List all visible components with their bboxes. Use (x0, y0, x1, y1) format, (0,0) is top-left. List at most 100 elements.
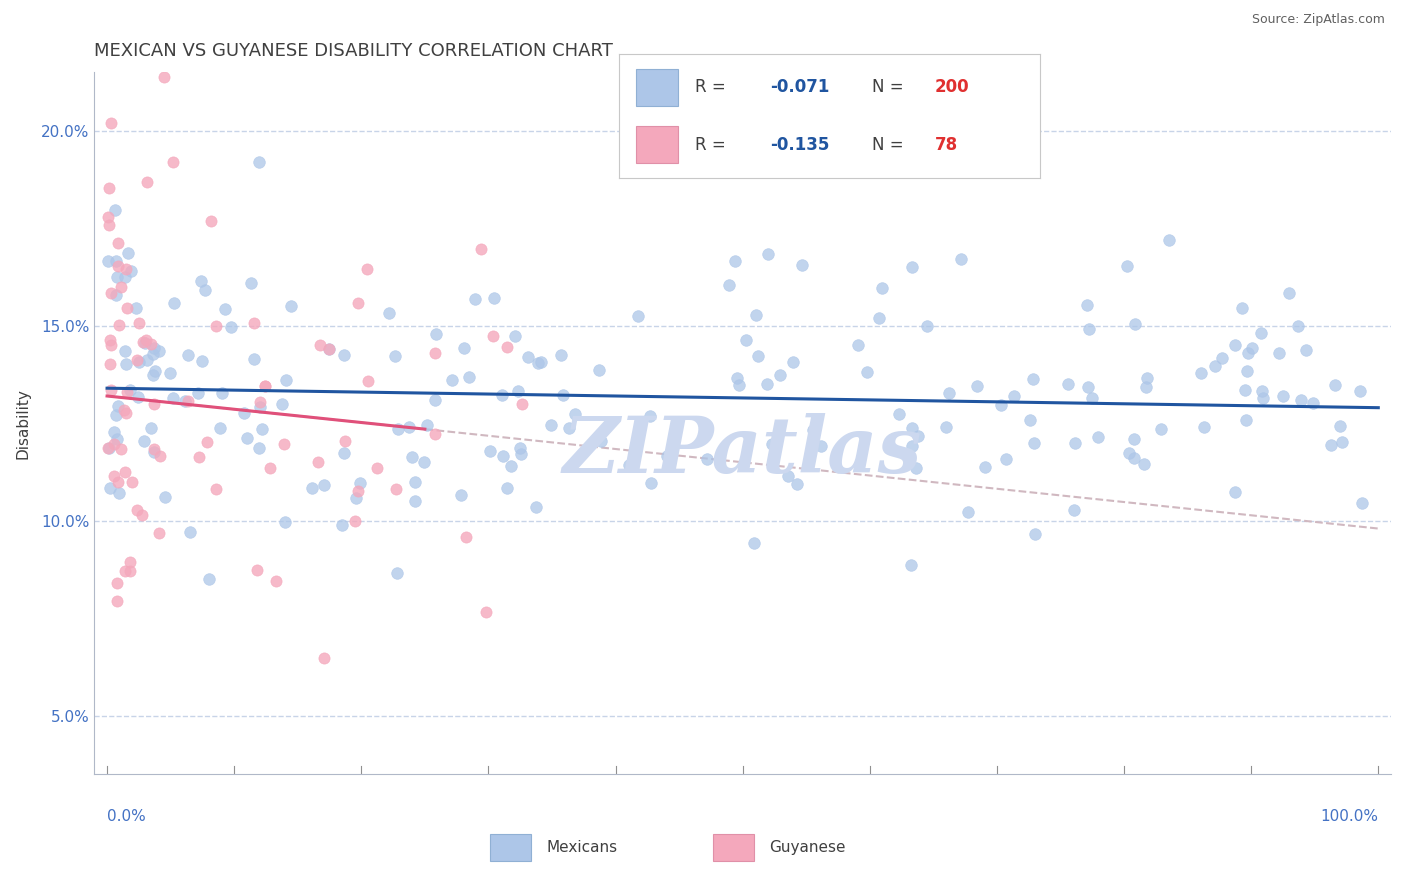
Point (125, 503, 148, 517)
Point (1251, 391, 1274, 405)
Text: Mexicans: Mexicans (546, 840, 617, 855)
Point (1122, 433, 1144, 447)
Point (236, 431, 259, 445)
Point (112, 403, 135, 417)
Point (103, 469, 125, 483)
Point (132, 434, 155, 448)
Point (162, 154, 184, 169)
Point (718, 277, 741, 292)
Point (131, 508, 153, 522)
Point (198, 572, 221, 586)
Point (1135, 380, 1157, 394)
Point (259, 460, 281, 475)
Point (108, 486, 131, 500)
Point (177, 394, 200, 409)
Point (484, 291, 506, 305)
Point (856, 365, 879, 379)
Point (1024, 527, 1046, 541)
Point (253, 379, 276, 393)
Point (148, 344, 170, 359)
Point (1291, 393, 1313, 408)
Point (501, 458, 523, 473)
Point (117, 385, 139, 400)
Point (761, 437, 783, 451)
Text: R =: R = (695, 136, 725, 153)
Point (128, 317, 150, 331)
Text: -0.071: -0.071 (770, 78, 830, 96)
Point (387, 422, 409, 436)
Point (401, 450, 423, 464)
Point (495, 482, 517, 496)
Point (274, 516, 297, 530)
Point (280, 299, 302, 313)
Point (416, 417, 439, 432)
Point (190, 273, 212, 287)
Point (98, 441, 121, 455)
Point (1056, 377, 1078, 392)
Point (163, 296, 186, 310)
Point (1149, 422, 1171, 436)
Point (162, 391, 184, 405)
Point (755, 377, 778, 392)
Point (384, 482, 406, 496)
Point (496, 340, 519, 354)
Point (347, 483, 370, 498)
Point (200, 213, 222, 227)
Point (335, 434, 357, 448)
Point (423, 346, 446, 360)
Point (506, 384, 529, 398)
Point (1348, 384, 1371, 399)
Point (915, 319, 938, 334)
Point (509, 447, 531, 461)
Point (478, 443, 501, 458)
Point (966, 379, 988, 393)
Text: N =: N = (872, 136, 903, 153)
Point (1233, 383, 1256, 397)
Point (204, 482, 226, 496)
Point (540, 418, 562, 433)
Point (810, 439, 832, 453)
Point (110, 280, 132, 294)
Text: 0.0%: 0.0% (107, 809, 146, 824)
Point (349, 475, 371, 490)
Point (120, 264, 142, 278)
Point (159, 366, 181, 380)
Point (591, 434, 613, 448)
Text: Source: ZipAtlas.com: Source: ZipAtlas.com (1251, 13, 1385, 27)
Point (246, 563, 269, 577)
Point (136, 352, 159, 367)
Point (454, 530, 477, 544)
Point (745, 308, 768, 322)
Point (901, 260, 924, 274)
Point (1136, 371, 1159, 385)
Point (901, 421, 924, 435)
Point (105, 594, 128, 608)
Point (243, 316, 266, 330)
Point (640, 476, 662, 491)
Point (1087, 429, 1109, 443)
Point (588, 363, 610, 377)
Point (846, 338, 869, 352)
Point (142, 347, 165, 361)
Point (1204, 359, 1226, 373)
Text: 78: 78 (935, 136, 957, 153)
Point (249, 395, 271, 409)
Point (107, 475, 129, 490)
Text: R =: R = (695, 78, 725, 96)
Text: 100.0%: 100.0% (1320, 809, 1378, 824)
Point (127, 390, 149, 404)
Point (464, 292, 486, 306)
Point (249, 442, 271, 456)
Point (357, 374, 380, 388)
Point (742, 536, 765, 550)
Point (1077, 322, 1099, 336)
Point (564, 407, 586, 421)
Point (735, 333, 758, 347)
Point (1278, 286, 1301, 301)
Point (107, 400, 129, 414)
Point (100, 285, 122, 300)
Text: -0.135: -0.135 (770, 136, 830, 153)
Point (333, 347, 356, 361)
Point (527, 356, 550, 370)
Point (1234, 413, 1257, 427)
